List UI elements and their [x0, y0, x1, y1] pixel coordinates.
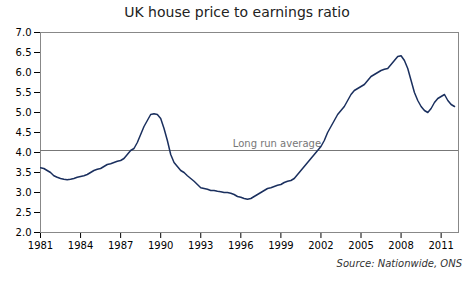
svg-text:2005: 2005	[348, 240, 373, 251]
svg-text:2002: 2002	[308, 240, 333, 251]
svg-text:7.0: 7.0	[16, 27, 32, 38]
svg-text:6.0: 6.0	[16, 67, 32, 78]
svg-text:3.5: 3.5	[16, 167, 32, 178]
svg-text:1987: 1987	[108, 240, 133, 251]
svg-text:1990: 1990	[148, 240, 173, 251]
svg-text:2011: 2011	[428, 240, 453, 251]
svg-text:1996: 1996	[228, 240, 253, 251]
html-text:UK house price to earnings rat: UK house price to earnings ratio	[124, 4, 350, 20]
svg-text:1993: 1993	[188, 240, 213, 251]
svg-text:Long run average: Long run average	[233, 138, 321, 149]
svg-text:3.0: 3.0	[16, 187, 32, 198]
svg-text:5.0: 5.0	[16, 107, 32, 118]
svg-text:4.5: 4.5	[16, 127, 32, 138]
html-text:Source: Nationwide, ONS: Source: Nationwide, ONS	[336, 258, 462, 269]
svg-text:5.5: 5.5	[16, 87, 32, 98]
svg-text:1981: 1981	[28, 240, 53, 251]
svg-text:2.5: 2.5	[16, 207, 32, 218]
svg-text:1984: 1984	[68, 240, 93, 251]
svg-text:4.0: 4.0	[16, 147, 32, 158]
svg-text:6.5: 6.5	[16, 47, 32, 58]
svg-text:1999: 1999	[268, 240, 293, 251]
svg-text:2008: 2008	[388, 240, 413, 251]
svg-text:2.0: 2.0	[16, 227, 32, 238]
